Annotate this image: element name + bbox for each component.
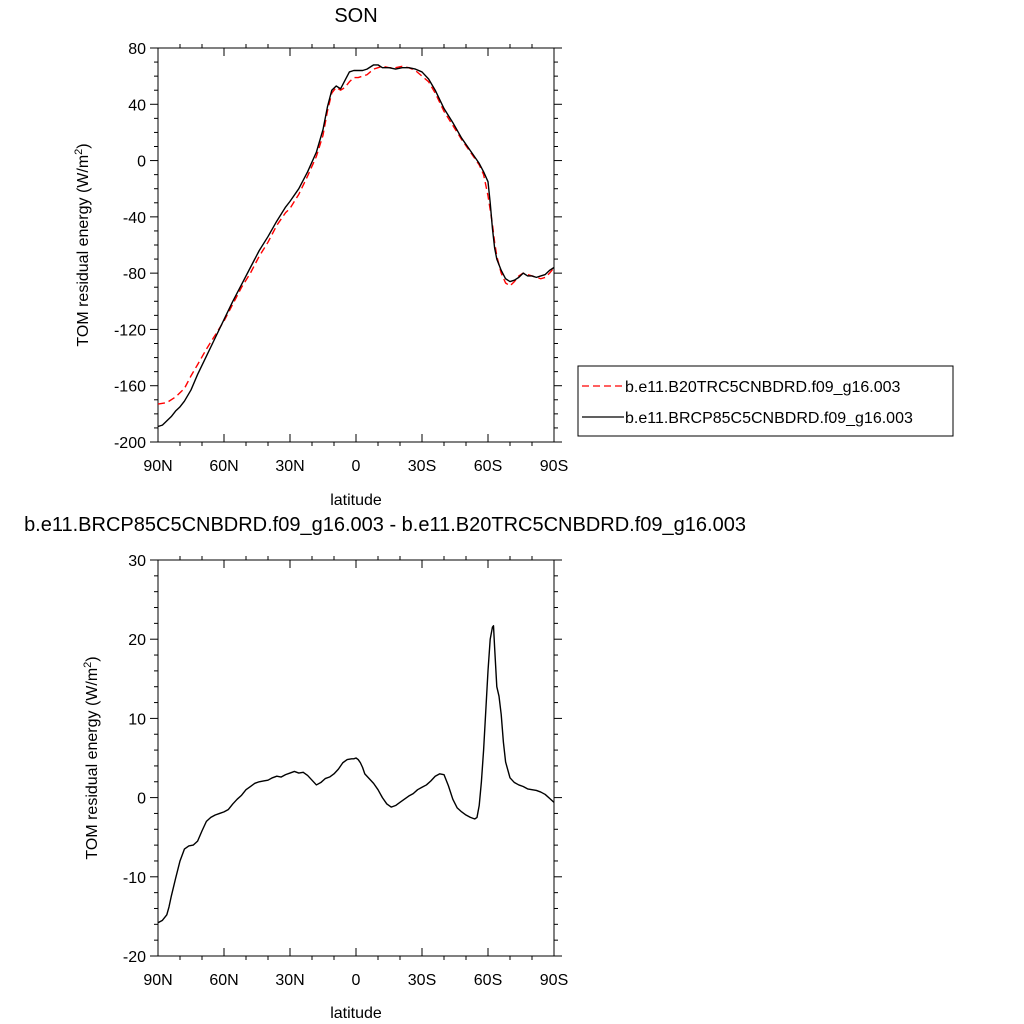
top-y-tick-label: -120: [114, 322, 146, 339]
top-series-line-2: [157, 64, 555, 428]
top-x-tick-label: 30S: [408, 458, 436, 475]
top-panel: SON 90N 60N 30N 0 30S 60S 90S 80 40 0 -40 -80 -120 -1…: [73, 5, 954, 509]
top-y-tick-label: -80: [123, 266, 146, 283]
top-x-tick-label: 0: [352, 458, 361, 475]
bottom-chart-title: b.e11.BRCP85C5CNBDRD.f09_g16.003 - b.e11…: [24, 514, 746, 536]
top-y-tick-label: -160: [114, 379, 146, 396]
top-series-lines: [157, 64, 555, 428]
top-y-tick-label: -40: [123, 210, 146, 227]
bottom-y-tick-label: 30: [128, 553, 146, 570]
bottom-ticks: 90N 60N 30N 0 30S 60S 90S 30 20 10 0 -10 -20: [123, 553, 568, 989]
bottom-y-axis-label-main: TOM residual energy (W/m: [84, 668, 101, 860]
top-x-tick-label: 90S: [540, 458, 568, 475]
top-y-tick-label: 40: [128, 97, 146, 114]
legend-label-series-1: b.e11.B20TRC5CNBDRD.f09_g16.003: [625, 379, 901, 396]
bottom-y-axis-label-suffix: ): [84, 656, 101, 661]
top-x-axis-label: latitude: [330, 492, 382, 509]
bottom-y-tick-label: 10: [128, 711, 146, 728]
bottom-series-line-1: [157, 625, 555, 924]
top-x-tick-label: 60S: [474, 458, 502, 475]
top-x-tick-label: 90N: [143, 458, 172, 475]
bottom-x-tick-label: 60N: [209, 972, 238, 989]
bottom-x-tick-label: 0: [352, 972, 361, 989]
bottom-x-tick-label: 30S: [408, 972, 436, 989]
bottom-y-tick-label: -10: [123, 870, 146, 887]
bottom-x-axis-label: latitude: [330, 1005, 382, 1022]
top-series-line-1: [157, 65, 555, 405]
top-x-tick-label: 60N: [209, 458, 238, 475]
bottom-y-tick-label: 0: [137, 791, 146, 808]
bottom-x-tick-label: 60S: [474, 972, 502, 989]
bottom-x-tick-label: 90S: [540, 972, 568, 989]
top-legend: b.e11.B20TRC5CNBDRD.f09_g16.003 b.e11.BR…: [577, 365, 954, 437]
bottom-x-tick-label: 30N: [275, 972, 304, 989]
top-y-tick-label: 0: [137, 154, 146, 171]
top-chart-title: SON: [334, 5, 377, 27]
top-y-axis-label-main: TOM residual energy (W/m: [75, 155, 92, 347]
legend-label-series-2: b.e11.BRCP85C5CNBDRD.f09_g16.003: [625, 410, 913, 427]
top-y-axis-label-sup: 2: [73, 149, 85, 155]
top-ticks: 90N 60N 30N 0 30S 60S 90S 80 40 0 -40 -80 -120 -160 -2…: [114, 41, 568, 475]
bottom-y-tick-label: -20: [123, 949, 146, 966]
top-y-axis-label-suffix: ): [75, 143, 92, 148]
top-y-tick-label: -200: [114, 435, 146, 452]
bottom-panel: b.e11.BRCP85C5CNBDRD.f09_g16.003 - b.e11…: [24, 514, 746, 1022]
top-y-axis-label: TOM residual energy (W/m2): [73, 143, 92, 346]
bottom-y-axis-label-sup: 2: [82, 662, 94, 668]
top-y-tick-label: 80: [128, 41, 146, 58]
bottom-series-lines: [157, 625, 555, 924]
bottom-y-tick-label: 20: [128, 632, 146, 649]
top-x-tick-label: 30N: [275, 458, 304, 475]
bottom-y-axis-label: TOM residual energy (W/m2): [82, 656, 101, 859]
bottom-x-tick-label: 90N: [143, 972, 172, 989]
legend-box: [577, 365, 954, 437]
